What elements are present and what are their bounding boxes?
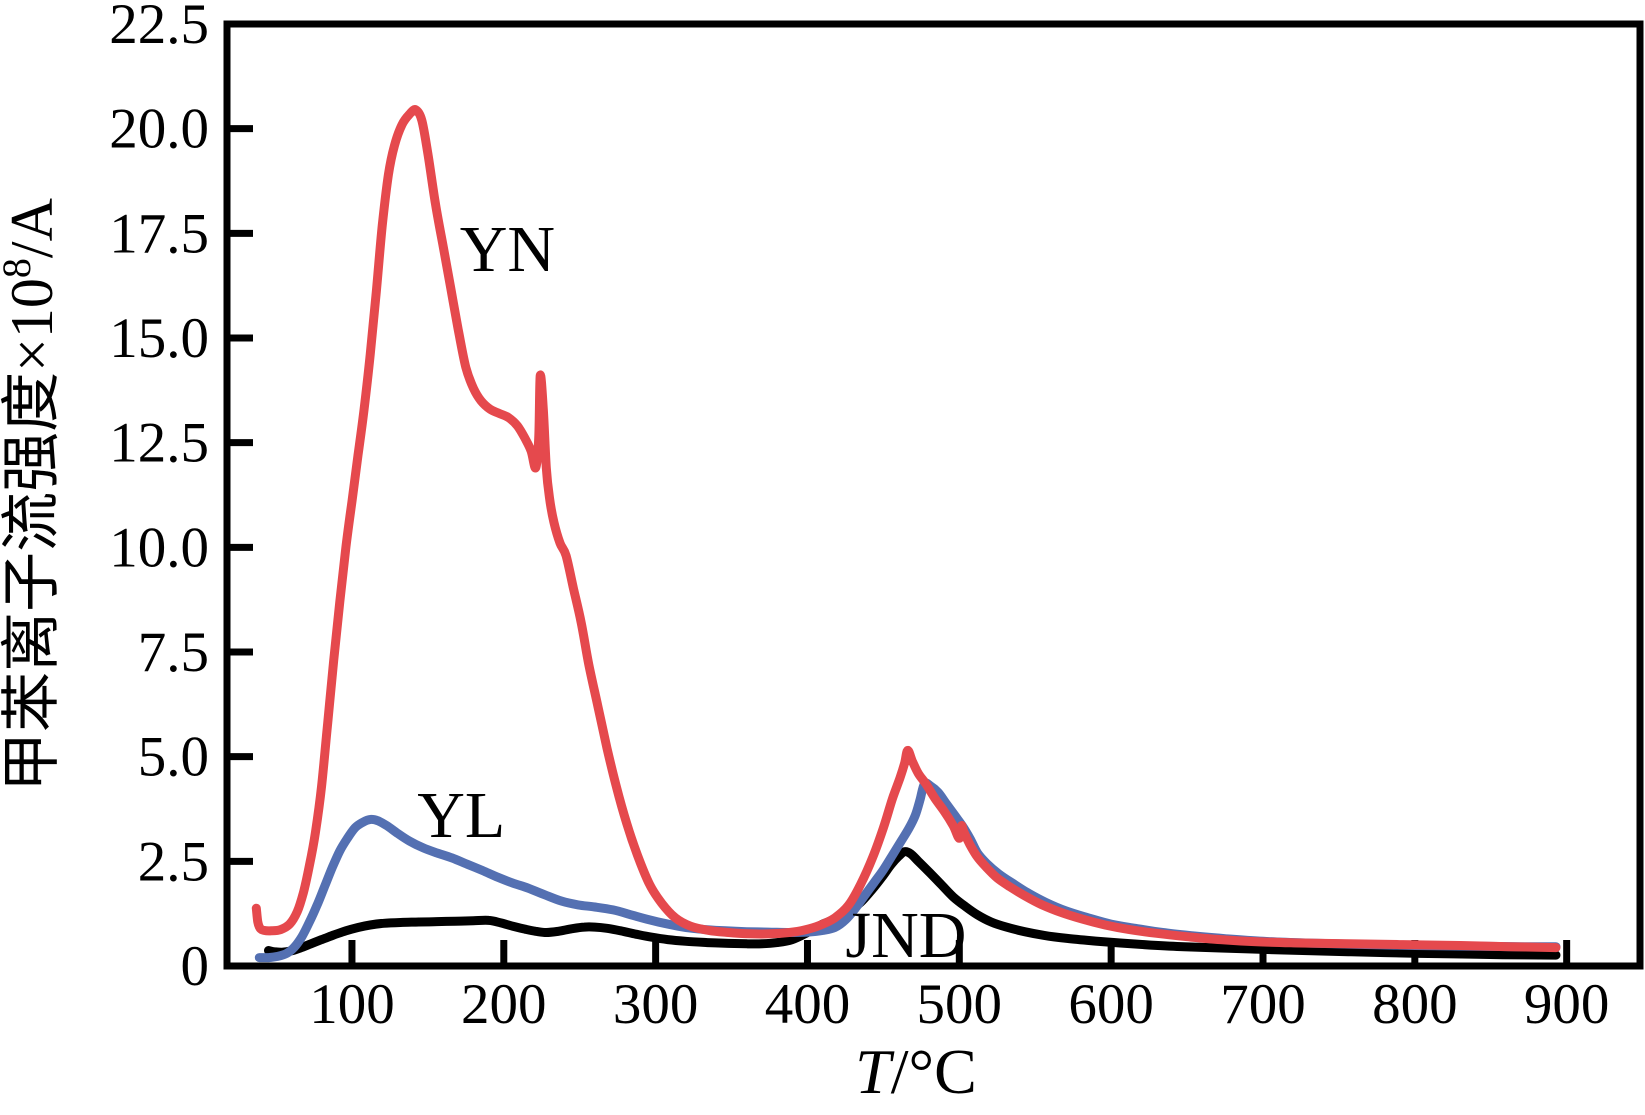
- x-tick-label: 300: [613, 973, 699, 1036]
- x-tick-label: 800: [1372, 973, 1458, 1036]
- y-tick-label: 5.0: [138, 726, 209, 789]
- x-tick-label: 200: [461, 973, 547, 1036]
- x-tick-label: 700: [1220, 973, 1306, 1036]
- y-tick-label: 2.5: [138, 830, 209, 893]
- y-axis-label: 甲苯离子流强度×108/A: [0, 198, 65, 792]
- y-tick-label: 22.5: [109, 0, 209, 56]
- x-tick-label: 900: [1524, 973, 1610, 1036]
- y-tick-label: 17.5: [109, 202, 209, 265]
- x-tick-label: 400: [765, 973, 851, 1036]
- x-tick-label: 500: [917, 973, 1003, 1036]
- curve-JND: [264, 847, 1561, 960]
- y-tick-label: 12.5: [109, 412, 209, 475]
- y-tick-label: 10.0: [109, 516, 209, 579]
- x-axis-label: T/°C: [855, 1036, 977, 1107]
- x-tick-label: 600: [1068, 973, 1154, 1036]
- curve-label-YN: YN: [460, 213, 555, 286]
- y-tick-label: 15.0: [109, 307, 209, 370]
- curve-YN: [251, 105, 1561, 953]
- curve-label-JND: JND: [845, 899, 966, 972]
- curve-label-YL: YL: [417, 779, 505, 852]
- y-tick-label: 7.5: [138, 621, 209, 684]
- x-tick-label: 100: [309, 973, 395, 1036]
- y-tick-label: 20.0: [109, 98, 209, 161]
- plot-frame: [223, 20, 1644, 970]
- y-tick-label: 0: [181, 935, 210, 998]
